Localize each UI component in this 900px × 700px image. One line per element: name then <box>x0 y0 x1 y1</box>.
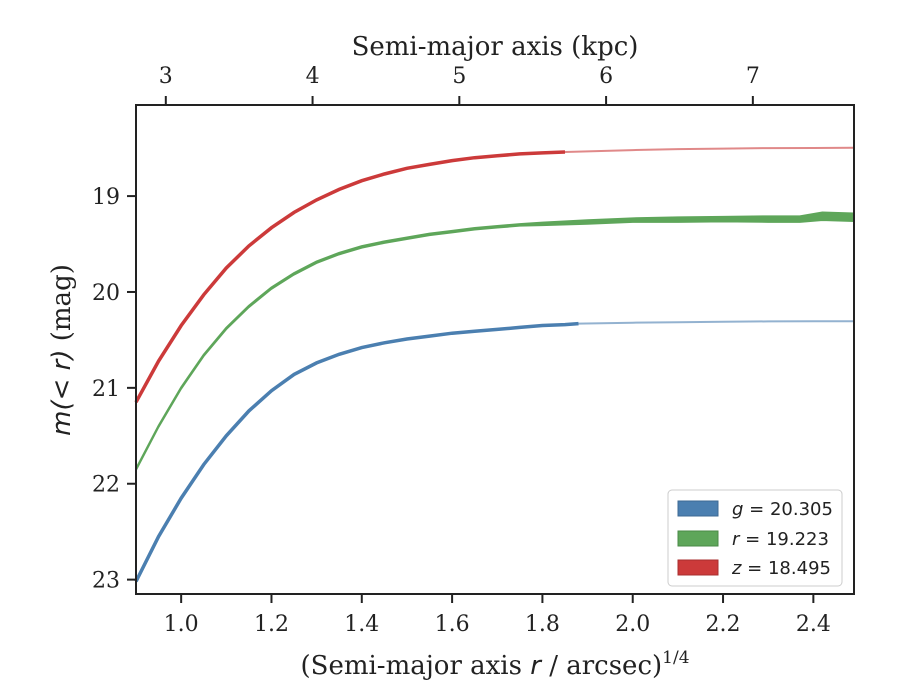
top-x-tick-label: 5 <box>452 64 466 89</box>
series-g-line <box>134 321 579 583</box>
y-axis-title-var: m(< r) <box>47 350 77 436</box>
top-x-tick-label: 7 <box>746 64 760 89</box>
y-tick-label: 23 <box>92 569 120 594</box>
y-axis-title: m(< r) (mag) <box>47 264 77 436</box>
legend-var-z: z <box>731 558 742 579</box>
x-tick-label: 1.8 <box>525 612 560 637</box>
series-z-line <box>134 150 566 404</box>
bottom-x-axis: 1.0 1.2 1.4 1.6 1.8 2.0 2.2 2.4 <box>164 594 831 637</box>
x-tick-label: 1.0 <box>164 612 199 637</box>
top-x-tick-label: 6 <box>599 64 613 89</box>
legend-value-g: 20.305 <box>770 499 833 520</box>
legend-var-g: g <box>732 499 743 520</box>
series-g-extrapolated-line <box>578 320 854 325</box>
top-x-axis: 3 4 5 6 7 <box>159 64 760 105</box>
y-tick-label: 22 <box>92 473 120 498</box>
legend-swatch-g <box>677 500 719 517</box>
legend: g = 20.305 r = 19.223 z = 18.495 <box>667 489 843 587</box>
legend-swatch-r <box>677 530 719 547</box>
legend-eq-g: = <box>743 499 770 520</box>
y-axis-title-unit: (mag) <box>47 264 77 349</box>
y-tick-label: 21 <box>92 377 120 402</box>
legend-label-z: z = 18.495 <box>731 558 831 579</box>
legend-eq-z: = <box>741 558 768 579</box>
x-tick-label: 1.2 <box>254 612 289 637</box>
x-axis-title-prefix: (Semi-major axis <box>300 651 530 681</box>
x-tick-label: 1.4 <box>344 612 379 637</box>
top-x-axis-title: Semi-major axis (kpc) <box>352 32 639 62</box>
legend-value-r: 19.223 <box>766 529 829 550</box>
top-x-tick-label: 4 <box>306 64 320 89</box>
legend-value-z: 18.495 <box>768 558 831 579</box>
legend-swatch-z <box>677 559 719 576</box>
x-axis-title-suffix: / arcsec) <box>541 651 662 681</box>
x-tick-label: 2.0 <box>615 612 650 637</box>
x-tick-label: 2.4 <box>796 612 831 637</box>
top-x-tick-label: 3 <box>159 64 173 89</box>
y-tick-label: 20 <box>92 281 120 306</box>
x-axis-title-var: r <box>530 651 543 681</box>
legend-eq-r: = <box>739 529 766 550</box>
legend-label-g: g = 20.305 <box>732 499 833 520</box>
y-tick-label: 19 <box>92 185 120 210</box>
plot-frame <box>135 104 855 595</box>
legend-label-r: r = 19.223 <box>732 529 829 550</box>
x-axis-title-exponent: 1/4 <box>662 648 689 668</box>
series-z-extrapolated-line <box>564 146 855 153</box>
x-tick-label: 1.6 <box>435 612 470 637</box>
y-axis: 19 20 21 22 23 <box>92 185 136 594</box>
x-tick-label: 2.2 <box>706 612 741 637</box>
x-axis-title: (Semi-major axis r / arcsec)1/4 <box>300 648 689 681</box>
legend-var-r: r <box>732 529 741 550</box>
